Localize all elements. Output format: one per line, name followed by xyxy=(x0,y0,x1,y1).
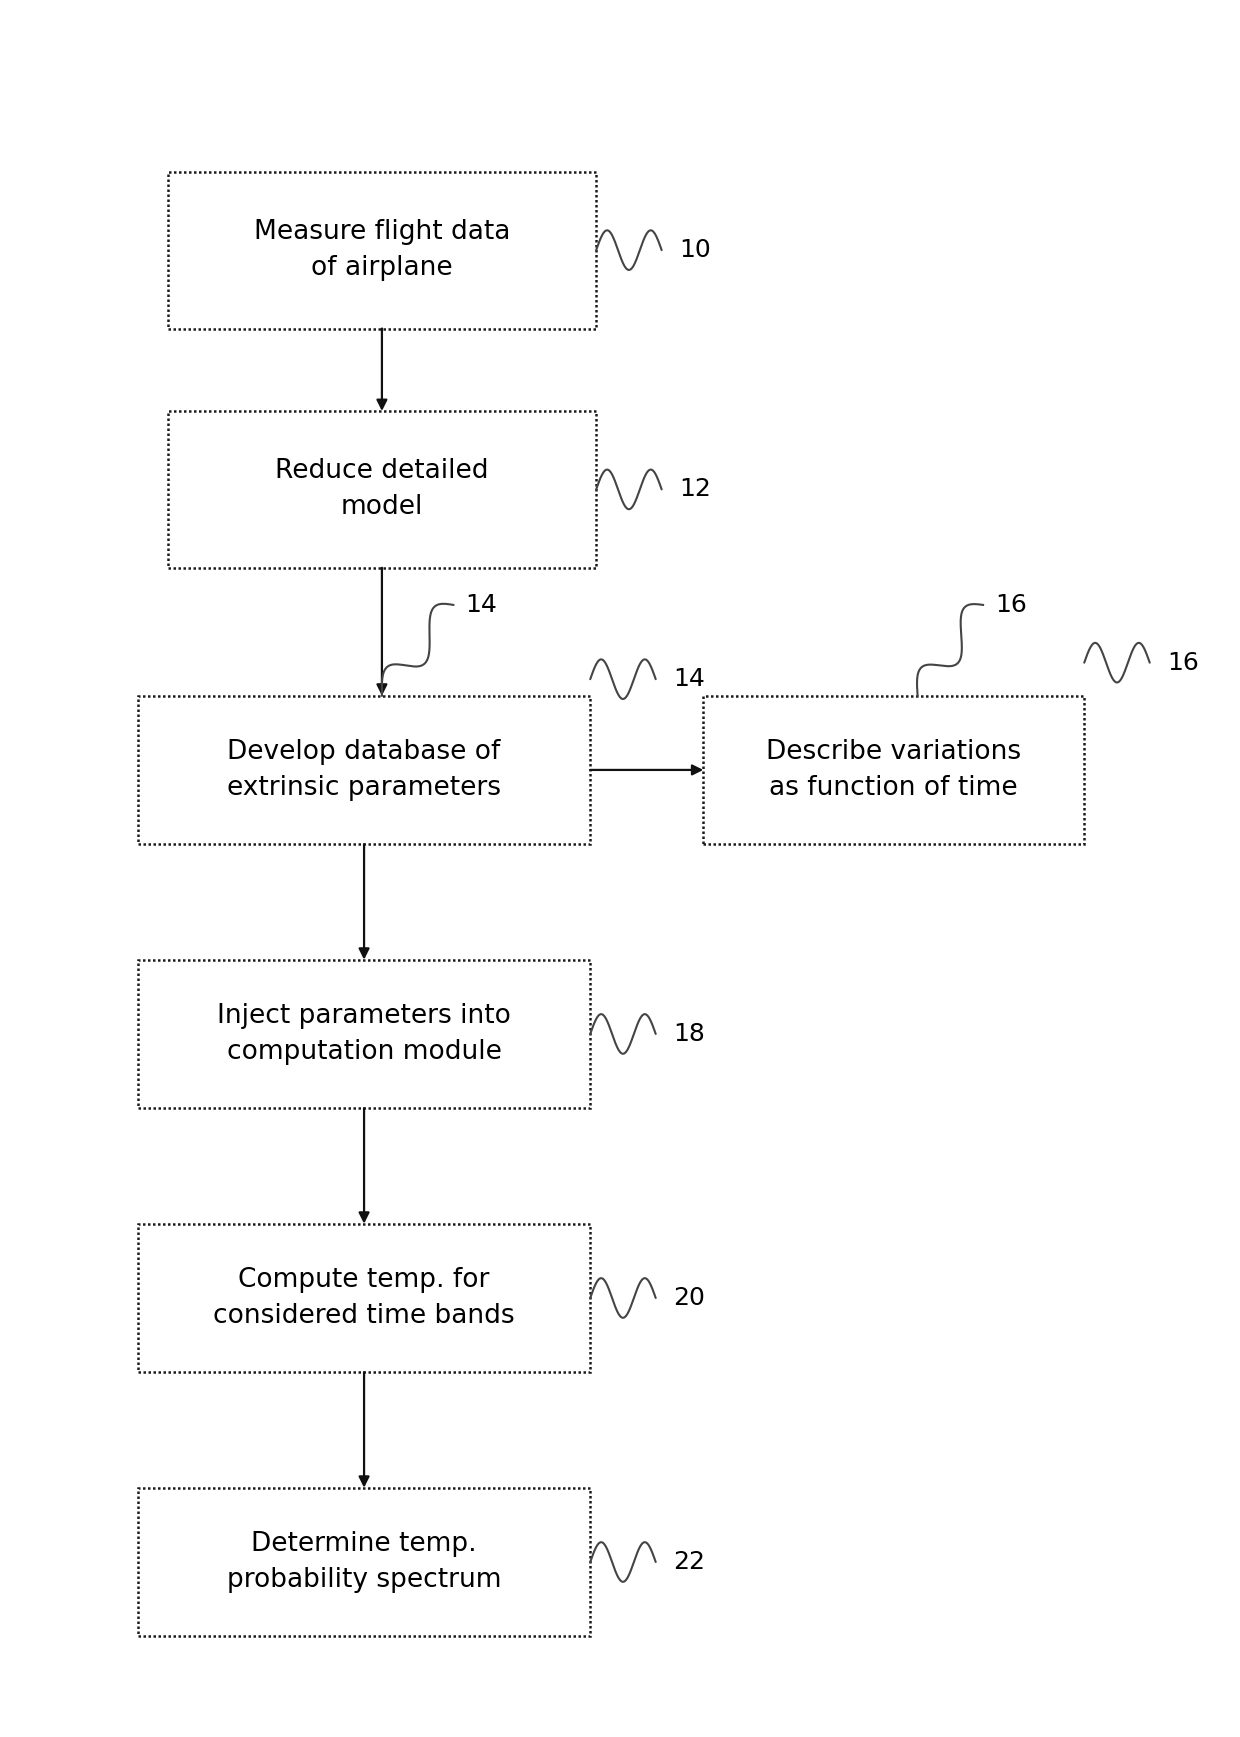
Text: 16: 16 xyxy=(994,592,1027,617)
Text: Compute temp. for
considered time bands: Compute temp. for considered time bands xyxy=(213,1266,515,1329)
Text: Measure flight data
of airplane: Measure flight data of airplane xyxy=(254,219,510,281)
Bar xyxy=(138,1487,590,1636)
Text: 14: 14 xyxy=(465,592,497,617)
Bar xyxy=(138,1223,590,1372)
Text: 10: 10 xyxy=(680,238,712,262)
Text: 18: 18 xyxy=(673,1021,706,1046)
Text: Reduce detailed
model: Reduce detailed model xyxy=(275,459,489,521)
Text: 20: 20 xyxy=(673,1285,706,1310)
Text: Describe variations
as function of time: Describe variations as function of time xyxy=(766,738,1022,801)
Text: Determine temp.
probability spectrum: Determine temp. probability spectrum xyxy=(227,1530,501,1593)
Bar xyxy=(703,697,1084,844)
Text: 12: 12 xyxy=(680,478,712,502)
Text: Develop database of
extrinsic parameters: Develop database of extrinsic parameters xyxy=(227,738,501,801)
Bar xyxy=(167,172,596,328)
Text: 14: 14 xyxy=(673,667,706,691)
Text: 16: 16 xyxy=(1168,651,1199,674)
Bar xyxy=(138,959,590,1108)
Bar xyxy=(167,412,596,568)
Text: Inject parameters into
computation module: Inject parameters into computation modul… xyxy=(217,1002,511,1065)
Text: 22: 22 xyxy=(673,1549,706,1574)
Bar xyxy=(138,697,590,844)
